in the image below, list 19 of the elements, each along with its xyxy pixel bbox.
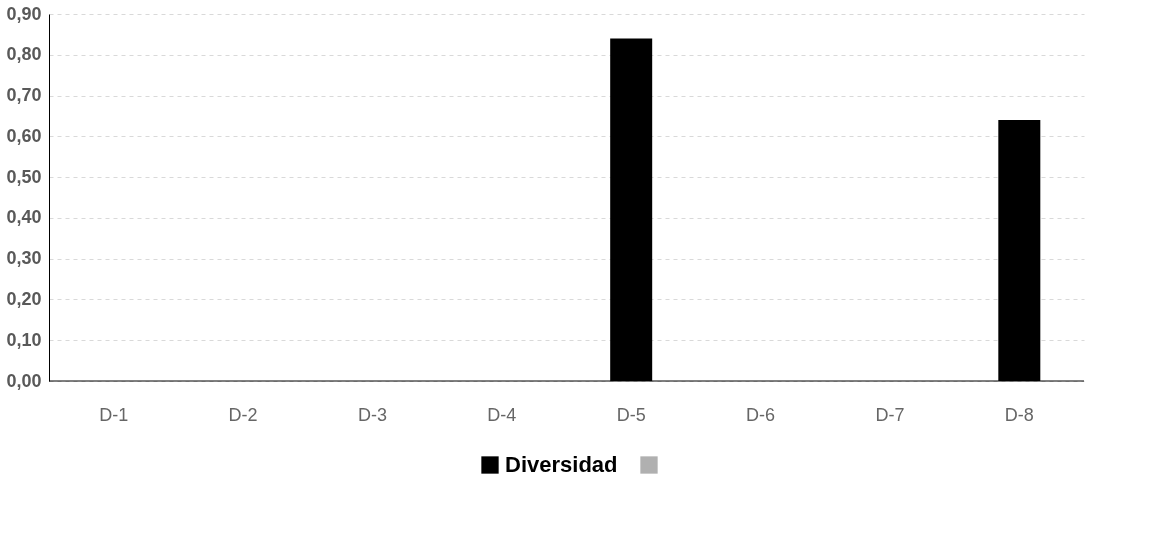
y-tick-label: 0,10 bbox=[6, 329, 42, 350]
y-tick-label: 0,20 bbox=[6, 288, 42, 309]
y-tick-label: 0,90 bbox=[6, 3, 42, 24]
x-tick-label: D-2 bbox=[228, 404, 258, 425]
x-tick-label: D-6 bbox=[746, 404, 776, 425]
y-tick-label: 0,60 bbox=[6, 125, 42, 146]
y-tick-label: 0,70 bbox=[6, 85, 42, 106]
y-tick-label: 0,30 bbox=[6, 248, 42, 269]
legend-label: Diversidad bbox=[505, 452, 618, 477]
y-tick-label: 0,40 bbox=[6, 207, 42, 228]
x-tick-label: D-1 bbox=[99, 404, 129, 425]
y-tick-label: 0,00 bbox=[6, 370, 42, 391]
y-tick-label: 0,80 bbox=[6, 44, 42, 65]
x-tick-label: D-5 bbox=[616, 404, 646, 425]
x-tick-label: D-4 bbox=[487, 404, 517, 425]
x-tick-label: D-3 bbox=[357, 404, 387, 425]
x-tick-label: D-7 bbox=[875, 404, 905, 425]
y-tick-label: 0,50 bbox=[6, 166, 42, 187]
x-tick-label: D-8 bbox=[1004, 404, 1034, 425]
